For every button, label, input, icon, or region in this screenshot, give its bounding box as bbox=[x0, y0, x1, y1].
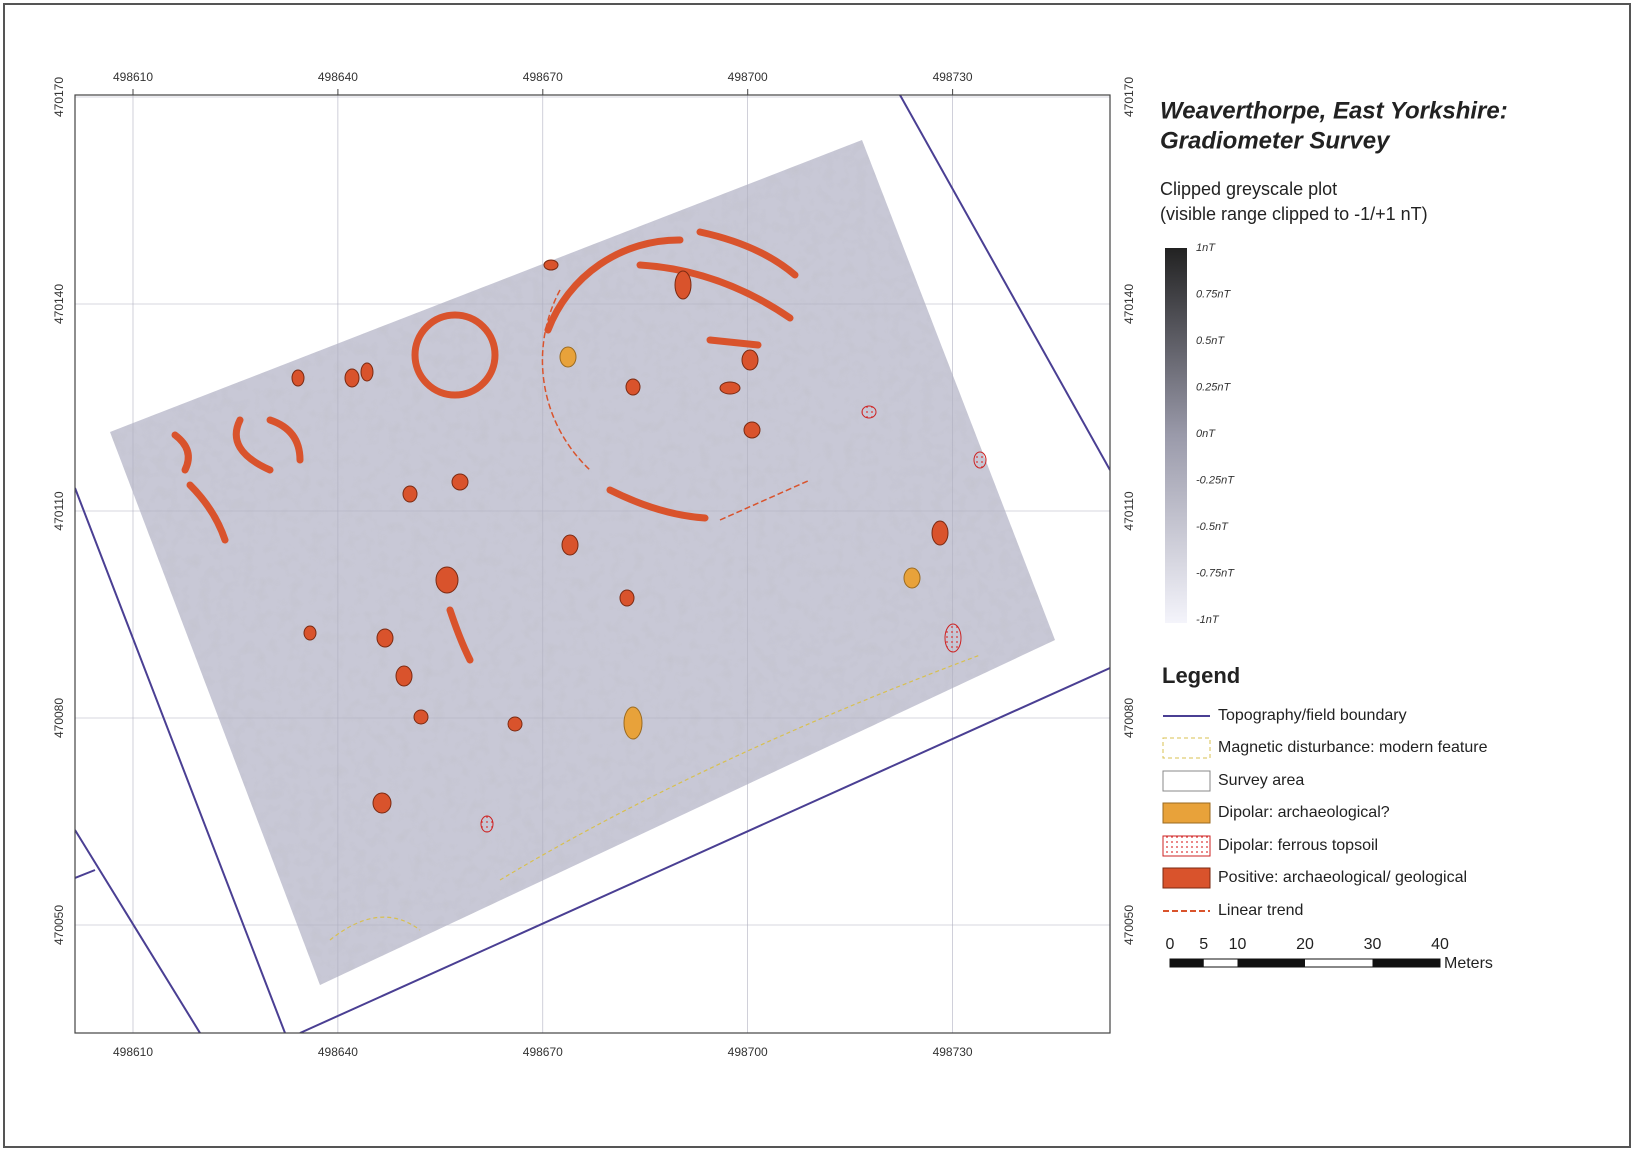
legend-title: Legend bbox=[1162, 663, 1240, 688]
scale-unit: Meters bbox=[1444, 955, 1493, 972]
y-tick-label: 470080 bbox=[52, 698, 66, 738]
x-tick-label: 498670 bbox=[523, 70, 563, 84]
colorbar-label: 0nT bbox=[1196, 428, 1216, 440]
legend-label: Topography/field boundary bbox=[1218, 707, 1407, 724]
scale-label: 30 bbox=[1364, 936, 1382, 953]
colorbar-label: -1nT bbox=[1196, 614, 1220, 626]
caption: Clipped greyscale plot bbox=[1160, 179, 1337, 199]
legend-label: Magnetic disturbance: modern feature bbox=[1218, 739, 1488, 756]
legend-label: Dipolar: archaeological? bbox=[1218, 804, 1390, 821]
y-tick-label: 470050 bbox=[52, 905, 66, 945]
title: Weaverthorpe, East Yorkshire: bbox=[1160, 97, 1508, 124]
caption: (visible range clipped to -1/+1 nT) bbox=[1160, 204, 1428, 224]
y-tick-label: 470140 bbox=[52, 284, 66, 324]
scale-label: 0 bbox=[1166, 936, 1175, 953]
x-tick-label: 498640 bbox=[318, 1045, 358, 1059]
x-tick-label: 498730 bbox=[933, 70, 973, 84]
title: Gradiometer Survey bbox=[1160, 127, 1391, 154]
legend-label: Linear trend bbox=[1218, 902, 1303, 919]
x-tick-label: 498610 bbox=[113, 70, 153, 84]
colorbar-label: 1nT bbox=[1196, 242, 1216, 254]
map-page: Weaverthorpe, East Yorkshire: Gradiomete… bbox=[0, 0, 1634, 1151]
scale-label: 20 bbox=[1296, 936, 1314, 953]
y-tick-label: 470110 bbox=[1122, 491, 1136, 530]
y-tick-label: 470080 bbox=[1122, 698, 1136, 738]
colorbar-label: 0.5nT bbox=[1196, 335, 1225, 347]
y-tick-label: 470110 bbox=[52, 491, 66, 530]
scale-segment bbox=[1373, 959, 1441, 967]
x-tick-label: 498640 bbox=[318, 70, 358, 84]
y-tick-label: 470140 bbox=[1122, 284, 1136, 324]
x-tick-label: 498700 bbox=[728, 70, 768, 84]
scale-segment bbox=[1238, 959, 1306, 967]
legend-label: Positive: archaeological/ geological bbox=[1218, 869, 1467, 886]
legend-label: Survey area bbox=[1218, 772, 1304, 789]
colorbar-label: 0.25nT bbox=[1196, 381, 1232, 393]
x-tick-label: 498610 bbox=[113, 1045, 153, 1059]
scale-label: 5 bbox=[1199, 936, 1208, 953]
colorbar-label: 0.75nT bbox=[1196, 288, 1232, 300]
scale-label: 40 bbox=[1431, 936, 1449, 953]
colorbar-label: -0.25nT bbox=[1196, 474, 1235, 486]
scale-segment bbox=[1170, 959, 1204, 967]
x-tick-label: 498700 bbox=[728, 1045, 768, 1059]
y-tick-label: 470050 bbox=[1122, 905, 1136, 945]
x-tick-label: 498670 bbox=[523, 1045, 563, 1059]
x-tick-label: 498730 bbox=[933, 1045, 973, 1059]
scale-label: 10 bbox=[1229, 936, 1247, 953]
legend-label: Dipolar: ferrous topsoil bbox=[1218, 837, 1378, 854]
colorbar-label: -0.5nT bbox=[1196, 521, 1229, 533]
colorbar bbox=[1165, 248, 1187, 623]
y-tick-label: 470170 bbox=[52, 77, 66, 117]
colorbar-label: -0.75nT bbox=[1196, 567, 1235, 579]
y-tick-label: 470170 bbox=[1122, 77, 1136, 117]
